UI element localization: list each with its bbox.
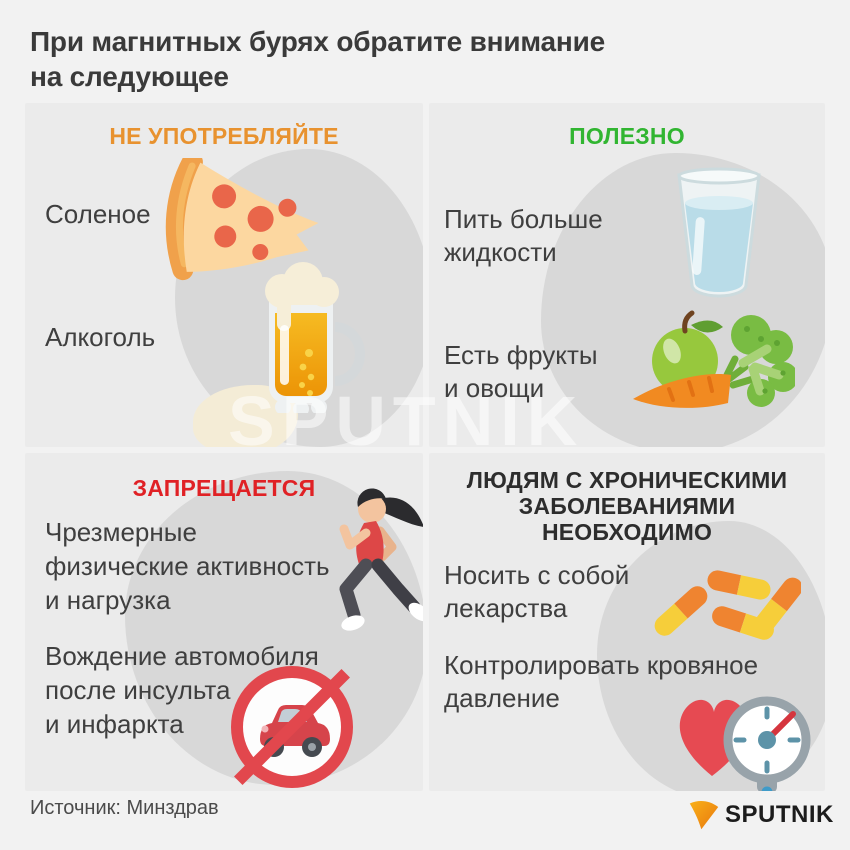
panel-header-forbidden: ЗАПРЕЩАЕТСЯ	[132, 475, 316, 501]
water-glass-icon	[669, 165, 769, 299]
item-label-driving: Вождение автомобиля после инсульта и инф…	[45, 641, 319, 739]
pizza-icon	[158, 158, 336, 296]
panel-header-do-not-consume: НЕ УПОТРЕБЛЯЙТЕ	[109, 123, 339, 149]
item-label-alcohol: Алкоголь	[45, 322, 156, 352]
item-label-eat-fruits: Есть фрукты и овощи	[444, 340, 598, 403]
beer-mug-icon	[255, 261, 370, 413]
sputnik-logo-text: SPUTNIK	[725, 801, 834, 828]
source-text: Источник: Минздрав	[30, 797, 219, 819]
running-woman-icon	[320, 485, 423, 643]
item-label-salty: Соленое	[45, 199, 151, 229]
item-label-carry-medicine: Носить с собой лекарства	[444, 560, 630, 623]
sputnik-watermark: SPUTNIK	[228, 382, 585, 460]
item-label-blood-pressure: Контролировать кровяное давление	[444, 650, 759, 713]
item-label-drink-liquids: Пить больше жидкости	[444, 204, 603, 267]
fruits-vegetables-icon	[627, 305, 795, 417]
sputnik-logo-icon	[688, 799, 720, 831]
panel-forbidden: ЗАПРЕЩАЕТСЯ Чрезмерные физические активн…	[25, 453, 423, 791]
panel-chronic-diseases: ЛЮДЯМ С ХРОНИЧЕСКИМИ ЗАБОЛЕВАНИЯМИ НЕОБХ…	[429, 453, 825, 791]
panel-do-not-consume: НЕ УПОТРЕБЛЯЙТЕ Соленое Алкоголь	[25, 103, 423, 447]
panel-header-chronic: ЛЮДЯМ С ХРОНИЧЕСКИМИ ЗАБОЛЕВАНИЯМИ НЕОБХ…	[466, 467, 788, 545]
sputnik-logo: SPUTNIK	[688, 799, 834, 831]
panel-header-useful: ПОЛЕЗНО	[569, 123, 685, 149]
page-title: При магнитных бурях обратите внимание на…	[30, 26, 605, 92]
item-label-physical-activity: Чрезмерные физические активность и нагру…	[45, 517, 330, 615]
blood-pressure-icon	[664, 678, 814, 791]
pills-icon	[651, 553, 801, 647]
no-car-icon	[230, 665, 354, 789]
panel-useful: ПОЛЕЗНО Пить больше жидкости Есть фрукты…	[429, 103, 825, 447]
